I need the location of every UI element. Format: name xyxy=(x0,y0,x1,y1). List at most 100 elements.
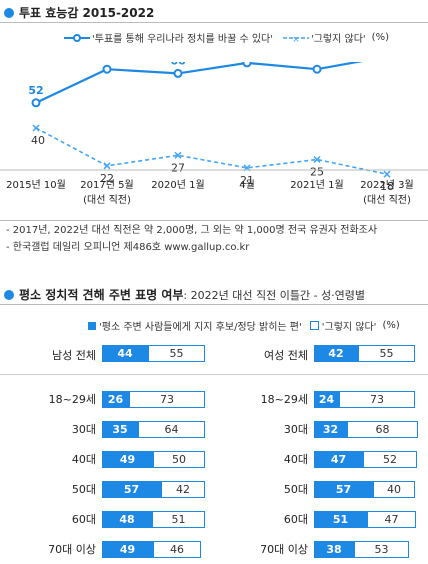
male-bar-group: 35 64 xyxy=(102,421,206,438)
bar-legend-unit: (%) xyxy=(382,320,400,331)
svg-text:×: × xyxy=(292,35,300,43)
bullet-icon xyxy=(4,7,14,18)
legend-series2: '그렇지 않다' xyxy=(310,34,366,45)
female-bar-yes: 32 xyxy=(314,421,347,438)
series1-value-label: 66 xyxy=(170,62,186,67)
series1-point xyxy=(242,62,252,68)
section1-rule xyxy=(0,22,428,23)
male-bar-no: 42 xyxy=(161,481,205,498)
series1-point xyxy=(31,98,41,108)
series1-value-label: 52 xyxy=(28,84,43,97)
bullet-icon xyxy=(4,289,14,300)
series1-value-label: 68 xyxy=(309,62,324,63)
male-bar-yes: 49 xyxy=(102,451,153,468)
series2-value-label: 40 xyxy=(31,134,45,147)
female-row: 60대 51 47 xyxy=(218,504,418,534)
female-bar-group: 38 53 xyxy=(314,541,418,558)
male-bar-group: 49 46 xyxy=(102,541,206,558)
series2-point xyxy=(174,151,182,159)
x-tick-label: 2021년 1월 xyxy=(290,179,343,191)
male-bar-yes: 49 xyxy=(102,541,153,558)
male-bar-no: 50 xyxy=(153,451,205,468)
female-bar-no: 40 xyxy=(373,481,415,498)
male-bar-yes: 44 xyxy=(102,345,148,362)
female-row: 70대 이상 38 53 xyxy=(218,534,418,564)
series1-line xyxy=(35,62,364,104)
male-bar-no: 64 xyxy=(138,421,205,438)
series2-point xyxy=(313,155,321,164)
male-bar-no: 51 xyxy=(152,511,205,528)
female-row-label: 70대 이상 xyxy=(260,543,308,556)
male-row-label: 남성 전체 xyxy=(52,349,96,362)
female-bar-yes: 57 xyxy=(314,481,373,498)
female-row-label: 40대 xyxy=(283,453,308,466)
female-bar-yes: 38 xyxy=(314,541,354,558)
x-tick-label: 2020년 1월 xyxy=(151,179,204,191)
section1-title: 투표 효능감 2015-2022 xyxy=(4,4,154,21)
bar-legend-series1: '평소 주변 사람들에게 지지 후보/정당 밝히는 편' xyxy=(99,322,302,333)
male-row: 60대 48 51 xyxy=(6,504,206,534)
series2-value-label: 18 xyxy=(380,180,394,193)
section1-bottom-rule xyxy=(0,220,428,221)
female-row: 여성 전체 42 55 xyxy=(218,340,418,370)
female-bar-no: 55 xyxy=(358,345,415,362)
female-bar-no: 68 xyxy=(347,421,418,438)
female-bar-group: 47 52 xyxy=(314,451,418,468)
series2-point xyxy=(103,162,111,170)
male-row: 18~29세 26 73 xyxy=(6,384,206,414)
female-bar-yes: 51 xyxy=(314,511,367,528)
panel-divider xyxy=(0,374,428,375)
female-bar-yes: 42 xyxy=(314,345,358,362)
line-legend: '투표를 통해 우리나라 정치를 바꿀 수 있다' × '그렇지 않다' (%) xyxy=(64,30,389,45)
male-bar-group: 44 55 xyxy=(102,345,206,362)
male-row-label: 50대 xyxy=(71,483,96,496)
male-row-label: 30대 xyxy=(71,423,96,436)
note-2: - 한국갤럽 데일리 오피니언 제486호 www.gallup.co.kr xyxy=(6,242,250,253)
female-bar-group: 57 40 xyxy=(314,481,418,498)
bar-legend-series2: '그렇지 않다' xyxy=(321,322,377,333)
female-bar-group: 32 68 xyxy=(314,421,418,438)
series1-point xyxy=(312,64,322,74)
female-row-label: 여성 전체 xyxy=(264,349,308,362)
male-bar-no: 46 xyxy=(153,541,201,558)
female-row-label: 50대 xyxy=(283,483,308,496)
series1-value-label: 68 xyxy=(99,62,114,63)
male-row-label: 60대 xyxy=(71,513,96,526)
legend-unit: (%) xyxy=(371,32,389,43)
x-tick-label: 2015년 10월 xyxy=(6,179,66,191)
series2-value-label: 25 xyxy=(310,166,324,179)
female-row: 50대 57 40 xyxy=(218,474,418,504)
male-row: 40대 49 50 xyxy=(6,444,206,474)
x-tick-label: 2022년 3월 xyxy=(360,179,413,191)
male-bar-no: 73 xyxy=(129,391,205,408)
male-bar-group: 26 73 xyxy=(102,391,206,408)
x-tick-label: (대선 직전) xyxy=(83,194,131,206)
male-row: 50대 57 42 xyxy=(6,474,206,504)
female-row: 40대 47 52 xyxy=(218,444,418,474)
legend-filled-square-icon xyxy=(88,321,96,330)
legend-outline-square-icon xyxy=(309,321,319,330)
legend-solid-line-icon xyxy=(64,33,90,42)
x-tick-label: 4월 xyxy=(239,179,255,191)
female-bar-no: 47 xyxy=(367,511,416,528)
series2-value-label: 21 xyxy=(240,174,254,187)
male-bar-no: 55 xyxy=(148,345,205,362)
section2-title-text: 평소 정치적 견해 주변 표명 여부 xyxy=(19,288,184,302)
female-bar-yes: 24 xyxy=(314,391,339,408)
female-bar-group: 51 47 xyxy=(314,511,418,528)
female-bar-group: 24 73 xyxy=(314,391,418,408)
bar-legend: '평소 주변 사람들에게 지지 후보/정당 밝히는 편' '그렇지 않다' (%… xyxy=(88,318,400,333)
male-bar-yes: 57 xyxy=(102,481,161,498)
male-bar-group: 49 50 xyxy=(102,451,206,468)
series1-point xyxy=(102,64,112,74)
female-row: 30대 32 68 xyxy=(218,414,418,444)
section1-notes: - 2017년, 2022년 대선 직전은 약 2,000명, 그 외는 약 1… xyxy=(6,222,377,256)
series1-point xyxy=(173,68,183,78)
series2-point xyxy=(383,170,391,178)
section2-title: 평소 정치적 견해 주변 표명 여부 : 2022년 대선 직전 이틀간 - 성… xyxy=(4,286,365,303)
series2-value-label: 27 xyxy=(171,161,185,174)
male-row: 70대 이상 49 46 xyxy=(6,534,206,564)
female-bar-no: 73 xyxy=(339,391,415,408)
female-bar-no: 53 xyxy=(354,541,409,558)
